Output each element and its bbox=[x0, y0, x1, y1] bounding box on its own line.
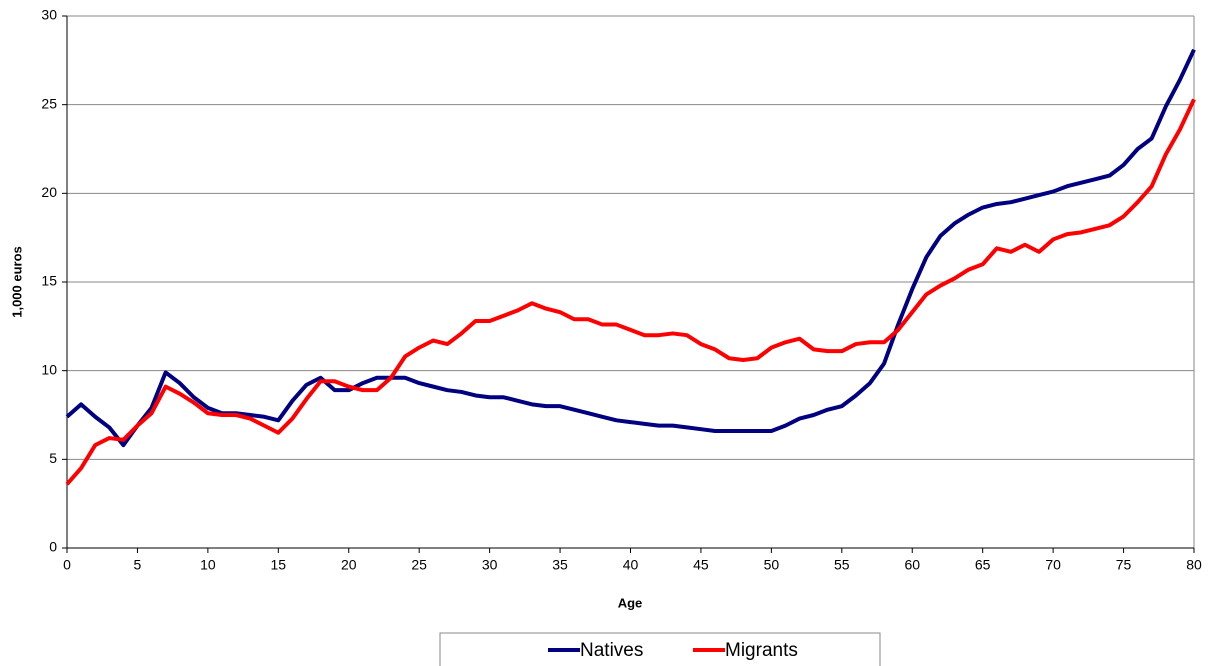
legend-label: Migrants bbox=[725, 640, 798, 661]
legend-label: Natives bbox=[580, 640, 643, 661]
x-tick-label: 0 bbox=[63, 557, 71, 573]
x-tick-label: 55 bbox=[834, 557, 850, 573]
x-tick-label: 30 bbox=[482, 557, 498, 573]
x-tick-label: 50 bbox=[764, 557, 780, 573]
x-tick-label: 15 bbox=[271, 557, 287, 573]
x-tick-label: 20 bbox=[341, 557, 357, 573]
y-tick-label: 10 bbox=[41, 361, 57, 377]
x-tick-label: 10 bbox=[200, 557, 216, 573]
y-tick-label: 20 bbox=[41, 184, 57, 200]
y-axis-label: 1,000 euros bbox=[9, 246, 24, 318]
y-tick-label: 5 bbox=[49, 450, 57, 466]
x-tick-label: 25 bbox=[411, 557, 427, 573]
data-line bbox=[65, 48, 1196, 448]
y-tick-label: 25 bbox=[41, 95, 57, 111]
x-tick-label: 5 bbox=[134, 557, 142, 573]
x-tick-label: 60 bbox=[904, 557, 920, 573]
x-axis-label: Age bbox=[618, 595, 643, 610]
y-tick-label: 0 bbox=[49, 539, 57, 555]
y-tick-label: 15 bbox=[41, 273, 57, 289]
x-tick-label: 70 bbox=[1045, 557, 1061, 573]
x-tick-label: 35 bbox=[552, 557, 568, 573]
x-tick-label: 45 bbox=[693, 557, 709, 573]
x-tick-label: 80 bbox=[1186, 557, 1202, 573]
y-tick-label: 30 bbox=[41, 7, 57, 23]
legend-box bbox=[439, 632, 881, 666]
x-tick-label: 40 bbox=[623, 557, 639, 573]
x-tick-label: 65 bbox=[975, 557, 991, 573]
x-tick-label: 75 bbox=[1116, 557, 1132, 573]
data-line bbox=[65, 98, 1196, 486]
